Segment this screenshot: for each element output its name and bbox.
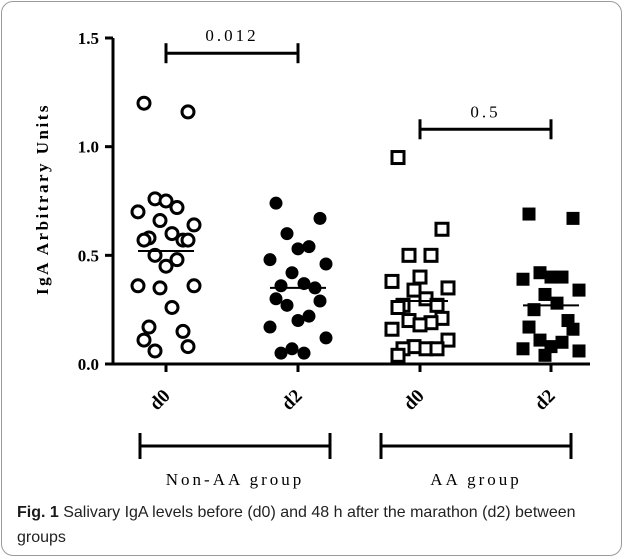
data-point bbox=[406, 282, 422, 298]
data-point bbox=[285, 342, 299, 356]
data-point bbox=[423, 247, 439, 263]
data-point bbox=[302, 240, 316, 254]
data-point bbox=[291, 242, 305, 256]
data-point bbox=[263, 320, 277, 334]
data-point bbox=[412, 317, 428, 333]
y-tick-label: 1.5 bbox=[78, 29, 99, 48]
data-point bbox=[538, 348, 552, 362]
caption-text: Salivary IgA levels before (d0) and 48 h… bbox=[17, 504, 576, 546]
data-point bbox=[297, 346, 311, 360]
axes bbox=[111, 38, 590, 366]
y-tick-label: 1.0 bbox=[78, 138, 99, 157]
data-point bbox=[527, 303, 541, 317]
x-tick-label: d0 bbox=[400, 386, 429, 415]
data-point bbox=[550, 296, 564, 310]
data-point bbox=[302, 309, 316, 323]
data-point bbox=[319, 257, 333, 271]
data-point bbox=[158, 258, 174, 274]
mean-lines bbox=[138, 249, 579, 307]
data-point bbox=[147, 343, 163, 359]
data-point bbox=[169, 200, 185, 216]
data-point bbox=[566, 211, 580, 225]
data-point bbox=[313, 294, 327, 308]
data-point bbox=[566, 322, 580, 336]
p-value-label: 0.5 bbox=[470, 102, 500, 121]
data-point bbox=[175, 323, 191, 339]
data-point bbox=[269, 196, 283, 210]
data-point bbox=[164, 226, 180, 242]
data-point bbox=[319, 331, 333, 345]
data-point bbox=[130, 278, 146, 294]
data-point bbox=[180, 339, 196, 355]
data-point bbox=[390, 347, 406, 363]
data-point bbox=[401, 247, 417, 263]
data-point bbox=[136, 332, 152, 348]
data-point bbox=[522, 207, 536, 221]
data-point bbox=[280, 227, 294, 241]
data-point bbox=[555, 335, 569, 349]
p-value-label: 0.012 bbox=[205, 26, 258, 45]
data-point bbox=[384, 321, 400, 337]
y-ticks: 0.0 0.5 1.0 1.5 bbox=[78, 29, 113, 374]
group-brackets: Non-AA group AA group bbox=[138, 433, 573, 489]
data-point bbox=[285, 266, 299, 280]
data-point bbox=[297, 277, 311, 291]
data-point bbox=[186, 217, 202, 233]
data-point bbox=[158, 193, 174, 209]
data-point bbox=[555, 270, 569, 284]
data-point bbox=[152, 280, 168, 296]
data-point bbox=[533, 333, 547, 347]
data-point bbox=[152, 213, 168, 229]
figure-caption: Fig. 1 Salivary IgA levels before (d0) a… bbox=[17, 500, 607, 550]
y-tick-label: 0.5 bbox=[78, 246, 99, 265]
data-point bbox=[516, 272, 530, 286]
data-point bbox=[136, 232, 152, 248]
significance-brackets: 0.012 0.5 bbox=[164, 26, 553, 140]
x-tick-label: d2 bbox=[531, 386, 560, 415]
data-point bbox=[572, 283, 586, 297]
data-point bbox=[412, 269, 428, 285]
data-point bbox=[263, 253, 277, 267]
data-point bbox=[313, 211, 327, 225]
data-point bbox=[269, 292, 283, 306]
data-point bbox=[147, 247, 163, 263]
data-point bbox=[544, 270, 558, 284]
data-point bbox=[180, 232, 196, 248]
data-point bbox=[274, 279, 288, 293]
data-point bbox=[280, 298, 294, 312]
x-tick-label: d2 bbox=[278, 386, 307, 415]
data-points bbox=[130, 95, 586, 363]
group-label: AA group bbox=[430, 470, 522, 489]
caption-label: Fig. 1 bbox=[17, 504, 59, 521]
data-point bbox=[291, 314, 305, 328]
x-tick-label: d0 bbox=[146, 386, 175, 415]
data-point bbox=[538, 287, 552, 301]
data-point bbox=[434, 221, 450, 237]
data-point bbox=[429, 341, 445, 357]
data-point bbox=[440, 332, 456, 348]
data-point bbox=[186, 278, 202, 294]
data-point bbox=[274, 346, 288, 360]
data-point bbox=[141, 319, 157, 335]
data-point bbox=[169, 252, 185, 268]
y-tick-label: 0.0 bbox=[78, 355, 99, 374]
data-point bbox=[130, 204, 146, 220]
data-point bbox=[136, 95, 152, 111]
data-point bbox=[516, 342, 530, 356]
data-point bbox=[164, 299, 180, 315]
data-point bbox=[572, 344, 586, 358]
data-point bbox=[390, 299, 406, 315]
data-point bbox=[522, 320, 536, 334]
data-point bbox=[180, 104, 196, 120]
data-point bbox=[440, 280, 456, 296]
data-point bbox=[390, 150, 406, 166]
data-point bbox=[384, 273, 400, 289]
data-point bbox=[533, 266, 547, 280]
x-category-labels: d0 d2 d0 d2 bbox=[146, 364, 560, 415]
y-axis-label: IgA Arbitrary Units bbox=[33, 103, 52, 295]
group-label: Non-AA group bbox=[166, 470, 304, 489]
